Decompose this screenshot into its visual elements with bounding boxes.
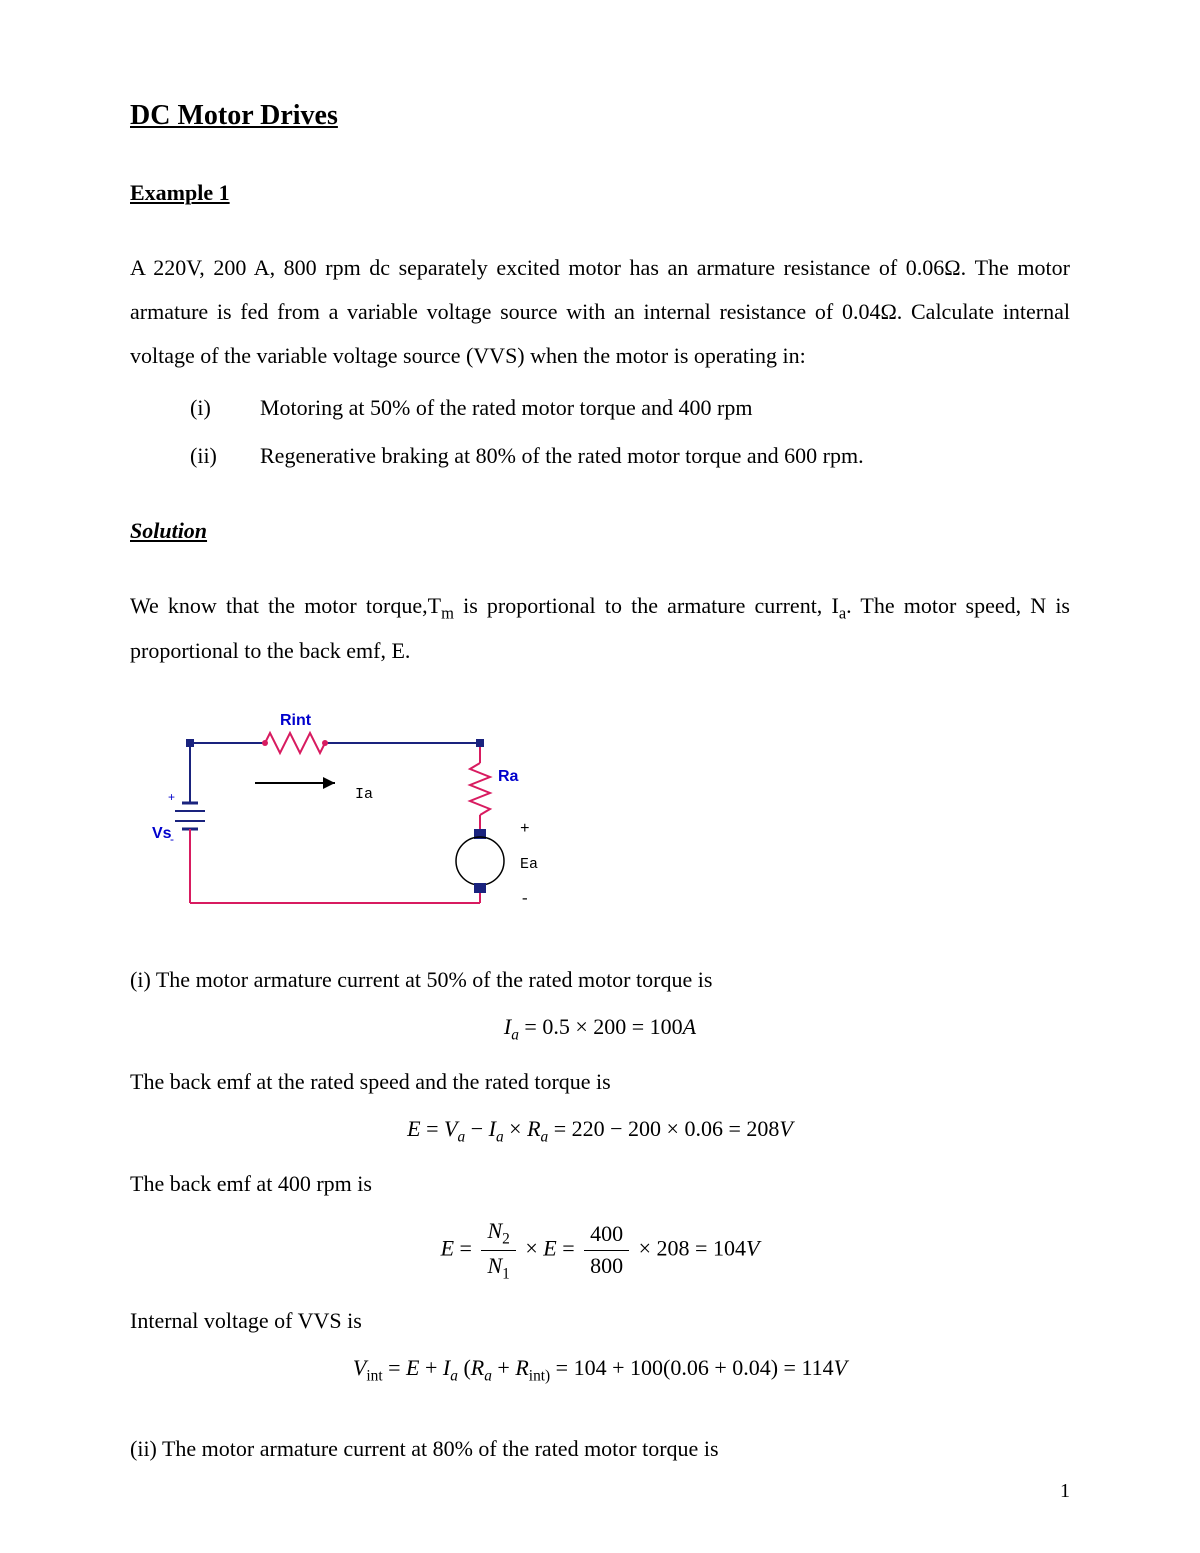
eq-rhs: × 208 = 104: [633, 1236, 746, 1261]
eq-symbol: V: [444, 1116, 457, 1141]
fraction: N2 N1: [481, 1216, 515, 1285]
frac-sub: 1: [502, 1266, 510, 1283]
page: DC Motor Drives Example 1 A 220V, 200 A,…: [0, 0, 1200, 1553]
list-item: (ii) Regenerative braking at 80% of the …: [190, 434, 1070, 478]
circuit-svg: Rint Ra Vs Ia Ea + - + -: [150, 703, 570, 923]
frac-sub: 2: [502, 1231, 510, 1248]
eq-unit: A: [683, 1014, 696, 1039]
list-marker: (ii): [190, 434, 260, 478]
equation-e-400: E = N2 N1 × E = 400 800 × 208 = 104V: [130, 1216, 1070, 1285]
eq-rhs: = 0.5 × 200 = 100: [519, 1014, 683, 1039]
eq-subscript: int: [366, 1368, 382, 1385]
eq-symbol: R: [515, 1355, 528, 1380]
eq-subscript: a: [458, 1129, 466, 1146]
label-rint: Rint: [280, 712, 312, 729]
part-i-line1: (i) The motor armature current at 50% of…: [130, 958, 1070, 1002]
solution-heading: Solution: [130, 518, 1070, 544]
problem-list: (i) Motoring at 50% of the rated motor t…: [130, 386, 1070, 478]
eq-unit: V: [746, 1236, 759, 1261]
eq-subscript: a: [484, 1368, 492, 1385]
vs-plus: +: [168, 790, 175, 804]
part-i-line2: The back emf at the rated speed and the …: [130, 1060, 1070, 1104]
eq-subscript: a: [511, 1027, 519, 1044]
part-i-line3: The back emf at 400 rpm is: [130, 1162, 1070, 1206]
eq-rhs: = 220 − 200 × 0.06 = 208: [548, 1116, 779, 1141]
list-marker: (i): [190, 386, 260, 430]
fraction: 400 800: [584, 1219, 629, 1282]
eq-symbol: E: [441, 1236, 454, 1261]
vs-minus: -: [170, 832, 174, 846]
equation-vint: Vint = E + Ia (Ra + Rint) = 104 + 100(0.…: [130, 1353, 1070, 1387]
eq-symbol: E: [406, 1355, 419, 1380]
frac-num: 400: [584, 1219, 629, 1251]
eq-unit: V: [779, 1116, 792, 1141]
list-text: Regenerative braking at 80% of the rated…: [260, 434, 864, 478]
label-ea: Ea: [520, 856, 538, 873]
label-minus: -: [520, 890, 530, 908]
circuit-diagram: Rint Ra Vs Ia Ea + - + -: [150, 703, 1070, 928]
list-item: (i) Motoring at 50% of the rated motor t…: [190, 386, 1070, 430]
eq-unit: V: [834, 1355, 847, 1380]
frac-den: 800: [584, 1251, 629, 1282]
example-heading: Example 1: [130, 180, 1070, 206]
label-ia: Ia: [355, 786, 373, 803]
subscript: m: [441, 603, 454, 622]
eq-rhs: = 104 + 100(0.06 + 0.04) = 114: [550, 1355, 833, 1380]
part-ii-line: (ii) The motor armature current at 80% o…: [130, 1427, 1070, 1471]
page-title: DC Motor Drives: [130, 100, 1070, 132]
frac-den: N: [487, 1253, 502, 1278]
list-text: Motoring at 50% of the rated motor torqu…: [260, 386, 752, 430]
part-i-line4: Internal voltage of VVS is: [130, 1299, 1070, 1343]
eq-subscript: int): [529, 1368, 550, 1385]
page-number: 1: [1060, 1480, 1070, 1503]
frac-num: N: [487, 1218, 502, 1243]
label-ra: Ra: [498, 768, 519, 785]
text-fragment: is proportional to the armature current,…: [454, 593, 839, 618]
text-fragment: We know that the motor torque,T: [130, 593, 441, 618]
eq-subscript: a: [450, 1368, 458, 1385]
eq-symbol: R: [471, 1355, 484, 1380]
eq-symbol: I: [489, 1116, 496, 1141]
eq-symbol: R: [527, 1116, 540, 1141]
eq-subscript: a: [496, 1129, 504, 1146]
problem-statement: A 220V, 200 A, 800 rpm dc separately exc…: [130, 246, 1070, 378]
solution-intro: We know that the motor torque,Tm is prop…: [130, 584, 1070, 673]
eq-symbol: E: [543, 1236, 556, 1261]
label-plus: +: [520, 820, 530, 838]
label-vs: Vs: [152, 825, 172, 842]
eq-symbol: E: [407, 1116, 420, 1141]
equation-ia: Ia = 0.5 × 200 = 100A: [130, 1012, 1070, 1046]
equation-e-rated: E = Va − Ia × Ra = 220 − 200 × 0.06 = 20…: [130, 1114, 1070, 1148]
eq-symbol: V: [353, 1355, 366, 1380]
